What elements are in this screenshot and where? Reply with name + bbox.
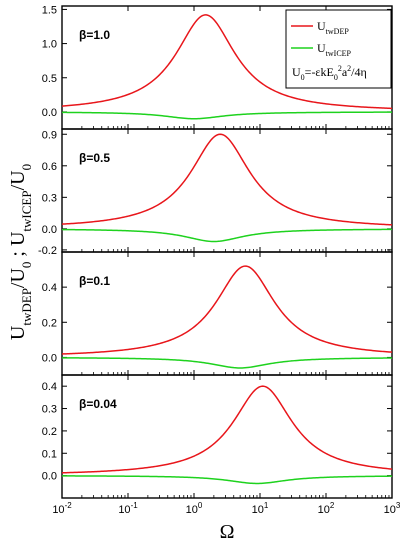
series-icep-line (62, 475, 393, 485)
y-tick-label: 0.0 (42, 471, 57, 483)
y-tick-label: -0.2 (38, 245, 57, 257)
y-tick-label: 0.0 (42, 352, 57, 364)
x-tick-label: 10-1 (118, 501, 138, 516)
beta-label: β=0.5 (79, 151, 110, 165)
panel-frame (61, 251, 393, 376)
series-icep-line (61, 357, 393, 369)
panel-3: 0.0 0.1 0.2 0.3 0.4 β=0.04 (42, 374, 393, 499)
x-tick-label: 103 (384, 501, 401, 516)
x-axis-title: Ω (220, 521, 235, 543)
panel-2: 0.0 0.2 0.4 β=0.1 (42, 251, 393, 376)
series-dep-line (61, 385, 393, 474)
y-tick-label: 0.5 (42, 73, 57, 85)
y-tick-label: 0.2 (42, 317, 57, 329)
y-tick-label: 0.9 (42, 129, 57, 141)
series-icep-line (61, 228, 393, 243)
panel-frame (61, 374, 393, 499)
y-axis-title: UtwDEP​/U0​ ; UtwICEP​/U0​ (7, 164, 34, 340)
series-icep-line (61, 111, 392, 120)
beta-label: β=0.04 (79, 397, 117, 411)
x-tick-label: 10-2 (52, 501, 72, 516)
legend-box (285, 9, 392, 89)
y-tick-label: 1.0 (42, 39, 57, 51)
y-tick-label: 0.2 (42, 426, 57, 438)
y-tick-label: 0.3 (42, 192, 57, 204)
series-dep-line (61, 14, 393, 110)
y-tick-label: 0.4 (42, 282, 57, 294)
y-tick-label: 0.1 (42, 448, 57, 460)
y-tick-label: 0.0 (42, 224, 57, 236)
y-tick-label: 0.4 (42, 381, 57, 393)
legend-entry-label: UtwDEP (317, 19, 349, 36)
y-tick-label: 1.5 (42, 4, 57, 16)
panel-1: -0.2 0.0 0.3 0.6 0.9 β=0.5 (38, 128, 393, 257)
y-tick-label: 0.6 (42, 161, 57, 173)
panel-frame (61, 128, 393, 253)
beta-label: β=1.0 (79, 28, 110, 42)
x-tick-label: 100 (186, 501, 203, 516)
beta-label: β=0.1 (79, 274, 110, 288)
series-dep-line (61, 133, 393, 226)
legend-note: U0=-εkE02a2/4η (292, 64, 367, 82)
x-tick-label: 101 (252, 501, 269, 516)
series-dep-line (61, 265, 393, 355)
x-tick-label: 102 (318, 501, 335, 516)
legend: UtwDEP UtwICEP U0=-εkE02a2/4η (285, 9, 392, 89)
legend-entry-label: UtwICEP (317, 41, 352, 58)
y-tick-label: 0.3 (42, 404, 57, 416)
y-tick-label: 0.0 (42, 107, 57, 119)
